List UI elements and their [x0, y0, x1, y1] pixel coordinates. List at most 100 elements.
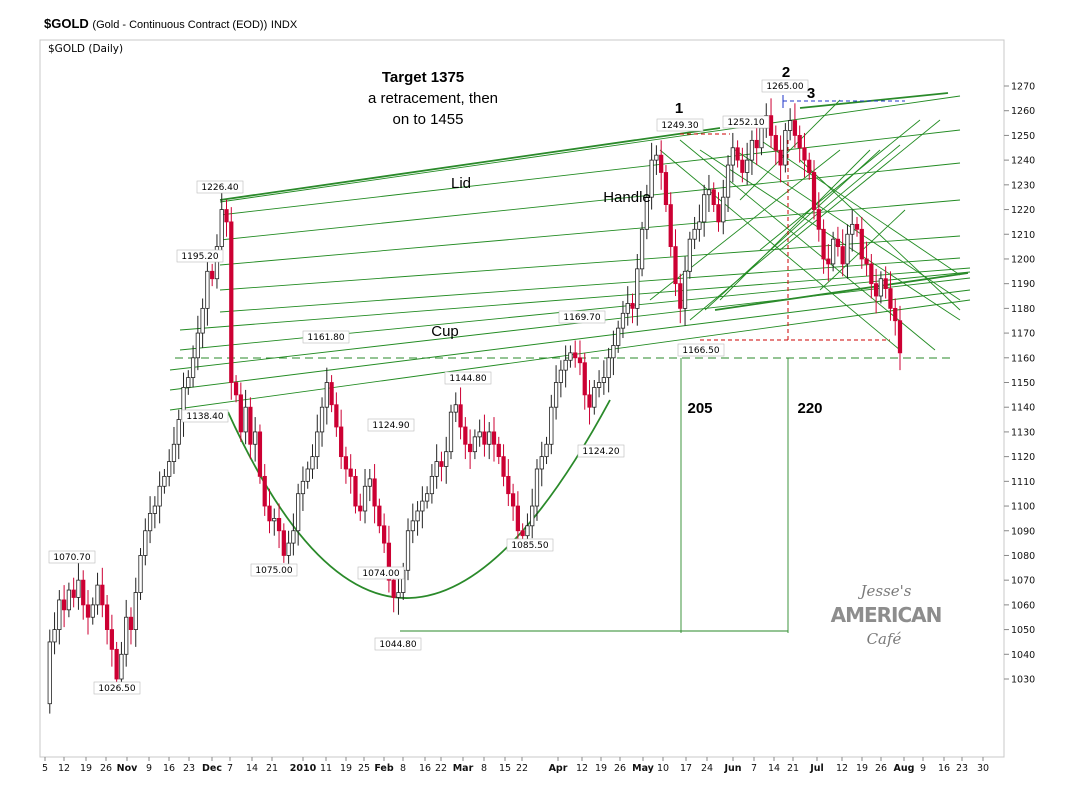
americain-cafe-logo: Jesse's AMERICAN Café: [831, 582, 943, 648]
price-label-box: [357, 566, 405, 580]
price-label: 1026.50: [98, 684, 135, 694]
down-candle: [864, 258, 869, 265]
up-candle: [759, 127, 764, 149]
x-tick-label: 16: [419, 763, 431, 774]
down-candle: [482, 431, 487, 445]
up-candle: [147, 513, 153, 532]
up-candle: [831, 238, 836, 265]
price-label-box: [761, 79, 809, 93]
annotation: 2: [782, 64, 790, 81]
up-candle: [214, 246, 220, 280]
down-candle: [773, 135, 778, 151]
up-candle: [606, 357, 611, 378]
y-tick-label: 1100: [1011, 502, 1035, 513]
fan-line: [689, 144, 901, 321]
up-candle: [186, 377, 191, 388]
up-candle: [119, 653, 124, 680]
price-label-box: [577, 444, 625, 458]
down-candle: [807, 159, 812, 173]
up-candle: [176, 419, 181, 445]
annotation: Handle: [603, 189, 651, 206]
x-tick-label: 14: [768, 763, 780, 774]
up-candle: [272, 517, 277, 522]
up-candle: [300, 480, 306, 495]
x-tick-label: 9: [146, 763, 152, 774]
down-candle: [840, 246, 845, 265]
up-candle: [702, 194, 707, 223]
description-label: (Gold - Continuous Contract (EOD)): [92, 19, 268, 31]
y-tick-label: 1080: [1011, 551, 1035, 562]
down-candle: [873, 283, 879, 297]
price-label-box: [367, 418, 415, 432]
up-candle: [253, 431, 258, 445]
down-candle: [659, 154, 664, 173]
down-candle: [377, 505, 382, 527]
y-tick-label: 1050: [1011, 625, 1035, 636]
y-tick-label: 1110: [1011, 477, 1035, 488]
x-tick-label: 8: [400, 763, 406, 774]
annotation: Target 1375: [382, 69, 464, 86]
up-candle: [200, 307, 205, 334]
down-candle: [740, 159, 745, 173]
x-tick-label: 19: [340, 763, 352, 774]
down-candle: [329, 382, 334, 406]
x-tick-label: 19: [595, 763, 607, 774]
up-candle: [157, 485, 162, 507]
up-candle: [396, 592, 401, 598]
price-label-box: [656, 118, 704, 132]
y-tick-label: 1220: [1011, 205, 1035, 216]
down-candle: [348, 468, 353, 477]
price-label: 1138.40: [186, 412, 223, 422]
x-tick-label: 11: [320, 763, 332, 774]
up-candle: [90, 604, 95, 618]
channel-line: [169, 277, 971, 371]
x-tick-label: 26: [100, 763, 112, 774]
price-label-box: [93, 681, 141, 695]
up-candle: [405, 530, 411, 571]
down-candle: [463, 426, 468, 445]
x-tick-label: Nov: [117, 763, 138, 774]
up-candle: [477, 431, 482, 438]
y-tick-label: 1120: [1011, 452, 1035, 463]
up-candle: [47, 641, 52, 705]
up-candle: [721, 196, 726, 223]
chart-title: $GOLD (Gold - Continuous Contract (EOD))…: [44, 16, 297, 31]
up-candle: [319, 406, 325, 433]
price-label: 1249.30: [661, 121, 698, 131]
x-tick-label: 9: [920, 763, 926, 774]
down-candle: [109, 629, 114, 650]
x-tick-label: 30: [977, 763, 989, 774]
down-candle: [792, 120, 798, 136]
up-candle: [324, 382, 329, 408]
price-label: 1085.50: [511, 541, 548, 551]
x-tick-label: 21: [787, 763, 799, 774]
up-candle: [568, 352, 573, 361]
x-tick-label: 16: [938, 763, 950, 774]
up-candle: [138, 555, 143, 593]
down-candle: [372, 478, 377, 507]
channel-line: [219, 257, 961, 313]
up-candle: [415, 510, 420, 522]
up-candle: [706, 189, 712, 196]
x-tick-label: 25: [358, 763, 370, 774]
down-candle: [339, 426, 344, 458]
up-candle: [310, 456, 315, 470]
fan-line: [759, 139, 961, 276]
up-candle: [143, 530, 148, 556]
up-candle: [52, 629, 57, 643]
up-candle: [243, 406, 248, 433]
annotation: 3: [807, 85, 815, 102]
down-candle: [883, 278, 888, 290]
down-candle: [439, 461, 444, 467]
x-tick-label: 17: [680, 763, 692, 774]
x-tick-label: 7: [227, 763, 233, 774]
up-candle: [539, 456, 544, 470]
price-label: 1124.90: [372, 421, 409, 431]
down-candle: [496, 443, 501, 458]
y-tick-label: 1070: [1011, 576, 1035, 587]
price-label-box: [506, 538, 554, 552]
down-candle: [276, 517, 282, 532]
down-candle: [711, 189, 716, 205]
down-candle: [81, 579, 86, 606]
channel-line: [219, 95, 961, 203]
